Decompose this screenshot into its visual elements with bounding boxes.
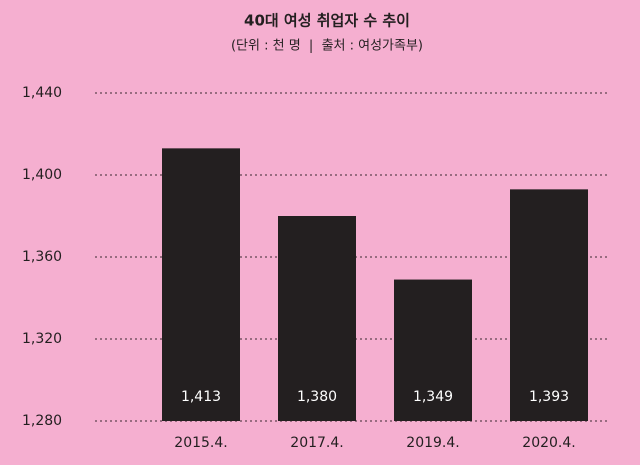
value-label: 1,413 (181, 389, 221, 405)
y-tick-label: 1,360 (22, 249, 62, 265)
chart-title: 40대 여성 취업자 수 추이 (244, 12, 410, 30)
bar (510, 189, 588, 421)
x-tick-label: 2019.4. (406, 435, 459, 451)
value-label: 1,380 (297, 389, 337, 405)
bar (162, 148, 240, 421)
value-label: 1,393 (529, 389, 569, 405)
y-tick-label: 1,320 (22, 331, 62, 347)
y-tick-label: 1,440 (22, 85, 62, 101)
y-tick-label: 1,280 (22, 413, 62, 429)
chart-subtitle: (단위 : 천 명 | 출처 : 여성가족부) (231, 39, 423, 54)
y-tick-label: 1,400 (22, 167, 62, 183)
value-label: 1,349 (413, 389, 453, 405)
x-tick-label: 2017.4. (290, 435, 343, 451)
bar (394, 279, 472, 421)
x-tick-label: 2015.4. (174, 435, 227, 451)
bar (278, 216, 356, 421)
x-tick-label: 2020.4. (522, 435, 575, 451)
